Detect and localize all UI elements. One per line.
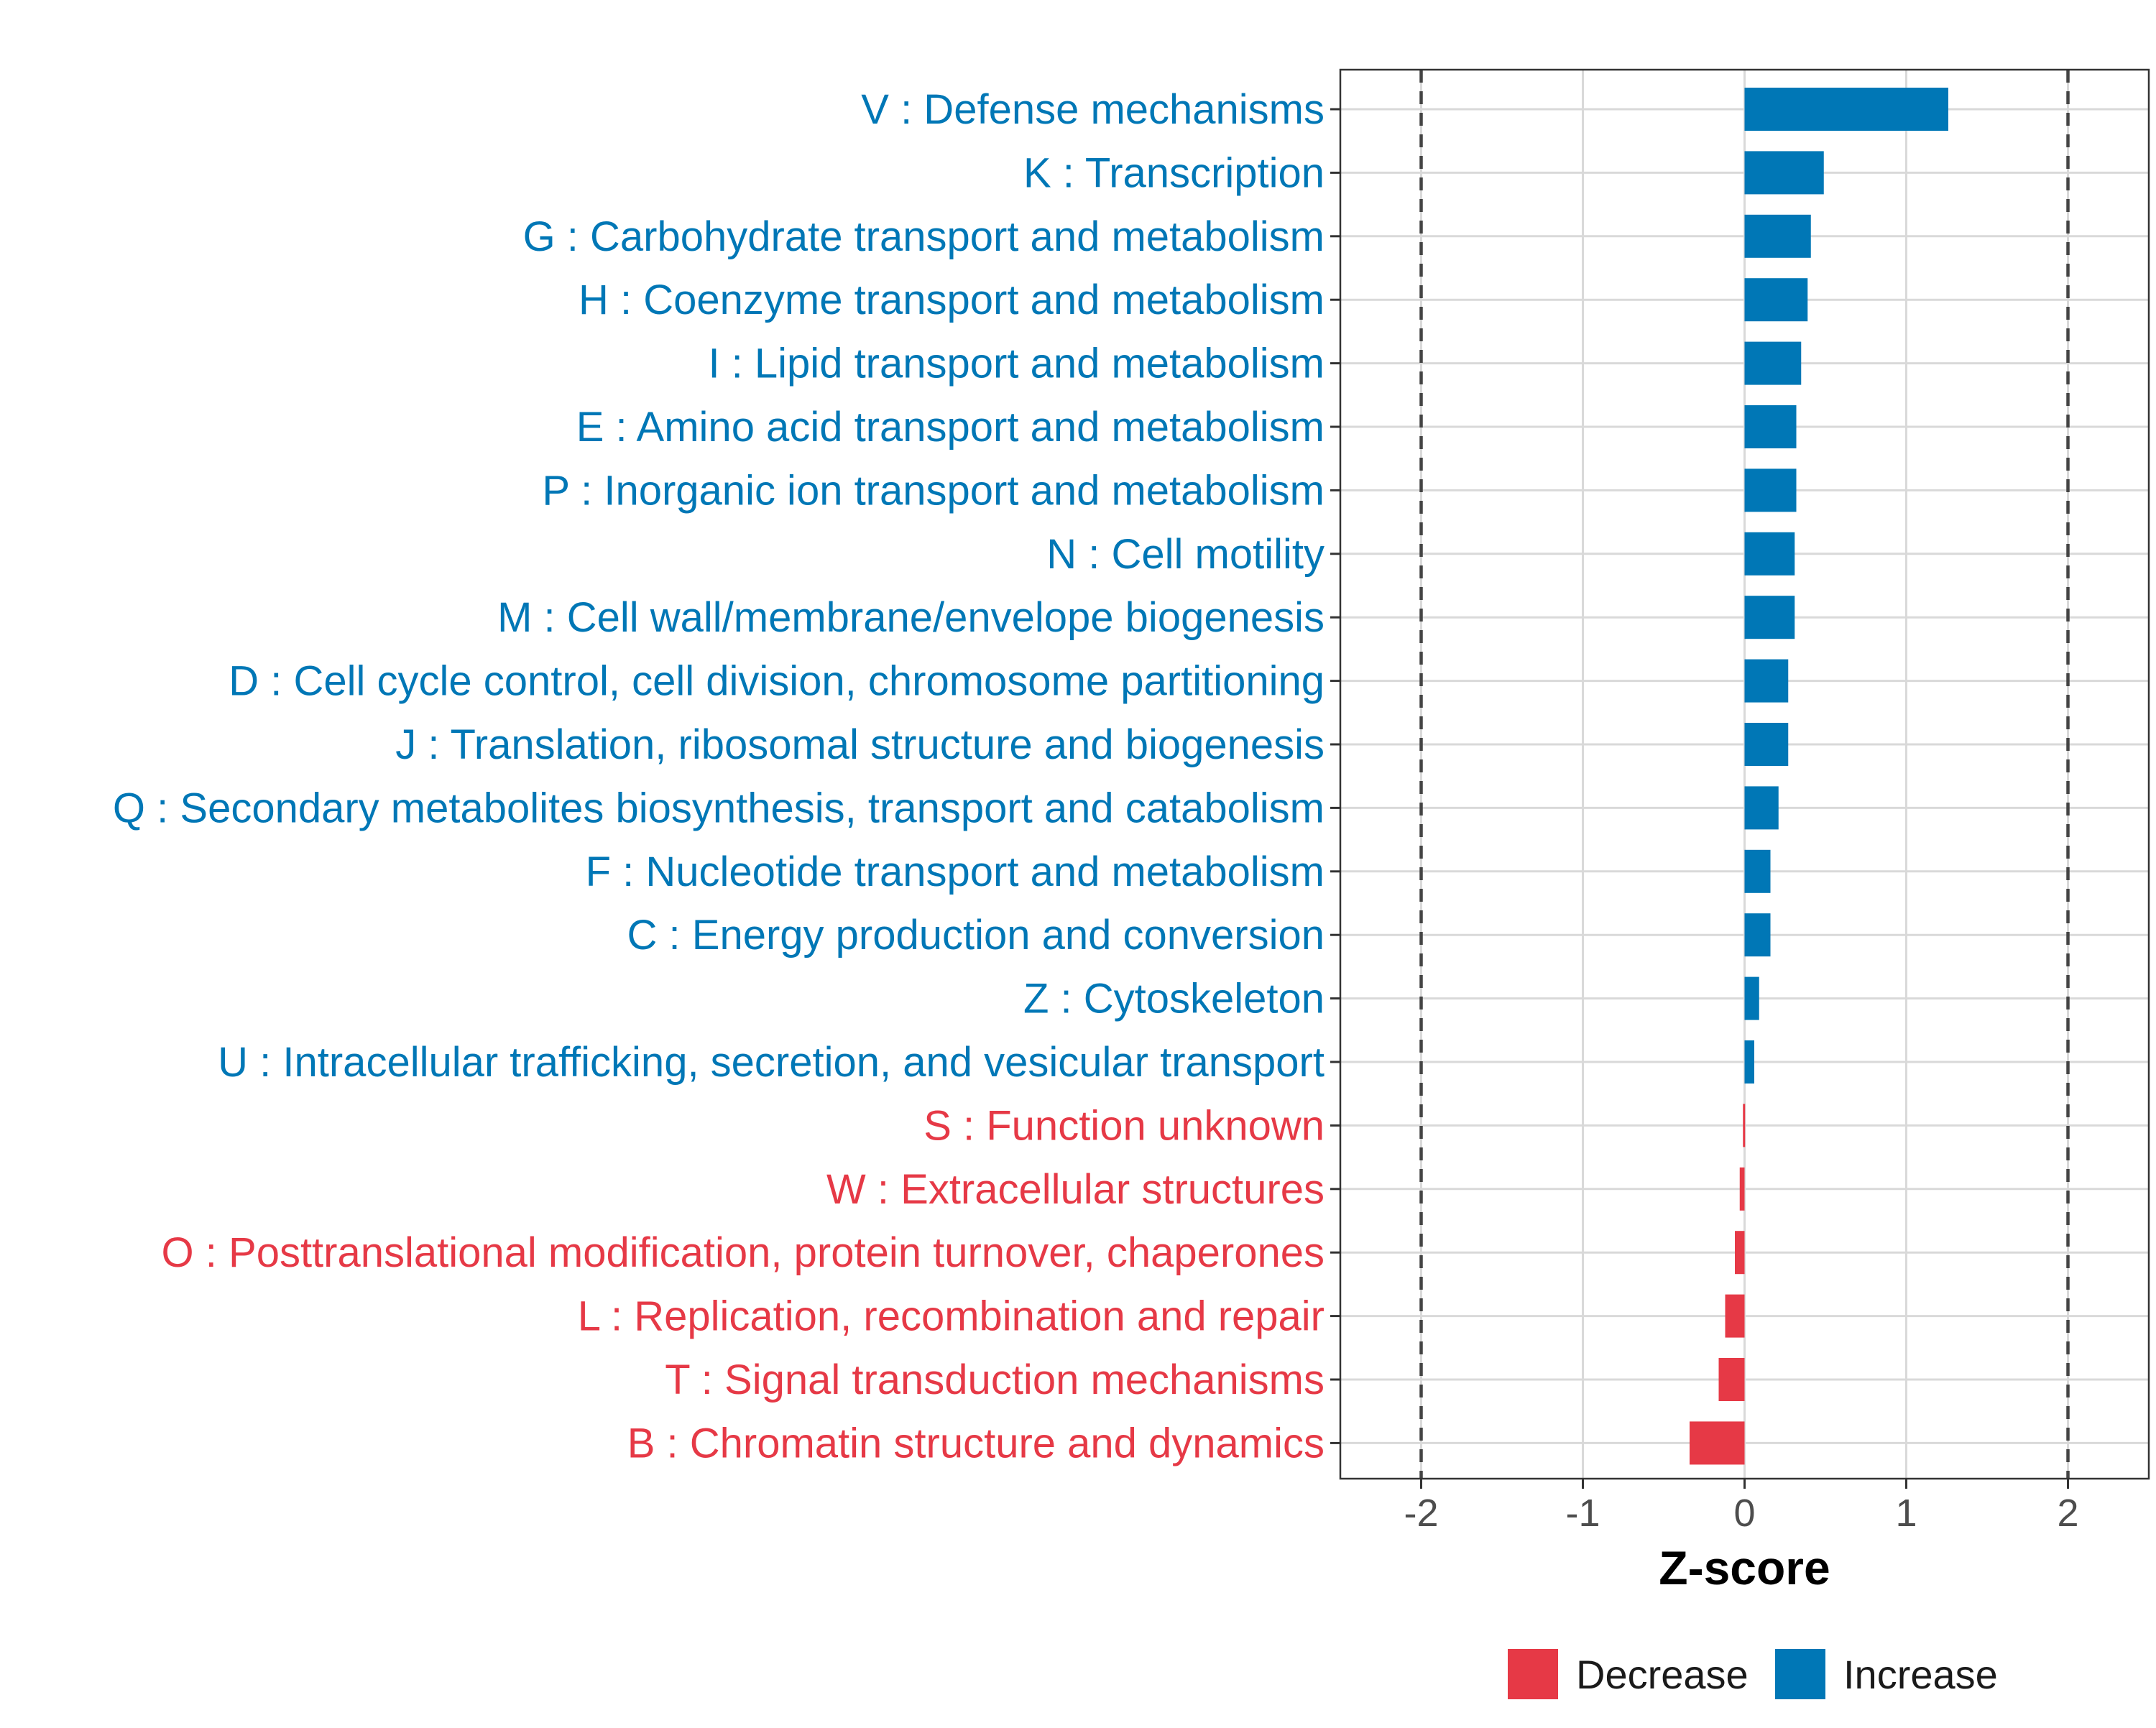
x-axis-title: Z-score [1659, 1541, 1830, 1594]
legend-label-increase: Increase [1843, 1652, 1998, 1697]
x-tick-label: -1 [1565, 1492, 1600, 1535]
bar [1739, 1167, 1745, 1211]
category-label: H : Coenzyme transport and metabolism [579, 277, 1325, 323]
bar [1744, 596, 1795, 639]
category-label: J : Translation, ribosomal structure and… [395, 721, 1325, 768]
x-axis-ticks: -2 -1 0 1 2 [1404, 1479, 2079, 1535]
x-tick-label: 2 [2057, 1492, 2078, 1535]
bar [1744, 976, 1759, 1020]
bar [1744, 278, 1808, 322]
category-label: F : Nucleotide transport and metabolism [586, 849, 1325, 895]
bar [1744, 786, 1779, 830]
category-label: D : Cell cycle control, cell division, c… [229, 658, 1325, 705]
bar [1725, 1294, 1745, 1338]
bar [1744, 1040, 1754, 1084]
legend-label-decrease: Decrease [1576, 1652, 1749, 1697]
bar [1744, 532, 1795, 576]
legend-key-increase [1775, 1649, 1825, 1699]
category-label: Z : Cytoskeleton [1023, 976, 1325, 1022]
bar [1744, 88, 1948, 131]
category-label: M : Cell wall/membrane/envelope biogenes… [497, 594, 1325, 641]
bar [1744, 468, 1797, 512]
bar [1744, 151, 1824, 195]
category-label: U : Intracellular trafficking, secretion… [218, 1039, 1325, 1086]
x-tick-label: 0 [1733, 1492, 1755, 1535]
category-label: L : Replication, recombination and repai… [578, 1293, 1325, 1340]
y-axis-ticks: V : Defense mechanisms K : Transcription G… [113, 86, 1340, 1466]
category-label: K : Transcription [1023, 149, 1325, 196]
category-label: B : Chromatin structure and dynamics [627, 1420, 1325, 1466]
bar [1744, 341, 1802, 385]
bar [1744, 723, 1789, 766]
legend: Decrease Increase [1508, 1649, 1998, 1699]
reference-lines [1419, 70, 2070, 1479]
bar [1744, 214, 1811, 258]
legend-key-decrease [1508, 1649, 1558, 1699]
bar [1744, 659, 1789, 703]
category-label: P : Inorganic ion transport and metaboli… [542, 467, 1325, 514]
category-label: O : Posttranslational modification, prot… [162, 1229, 1325, 1276]
category-label: I : Lipid transport and metabolism [708, 341, 1325, 387]
category-label: G : Carbohydrate transport and metabolis… [523, 213, 1325, 260]
bar [1744, 913, 1771, 957]
bars [1690, 88, 1948, 1465]
bar [1744, 405, 1797, 448]
bar [1735, 1231, 1745, 1275]
category-label: Q : Secondary metabolites biosynthesis, … [113, 785, 1325, 831]
category-label: E : Amino acid transport and metabolism [576, 404, 1325, 451]
category-label: T : Signal transduction mechanisms [665, 1357, 1325, 1403]
bar [1690, 1421, 1745, 1465]
category-label: V : Defense mechanisms [861, 86, 1325, 133]
category-label: S : Function unknown [923, 1102, 1325, 1149]
bar [1743, 1104, 1746, 1147]
category-label: N : Cell motility [1046, 531, 1325, 578]
x-tick-label: 1 [1895, 1492, 1917, 1535]
category-label: W : Extracellular structures [826, 1166, 1325, 1213]
bar [1744, 849, 1771, 893]
category-label: C : Energy production and conversion [627, 912, 1325, 958]
x-tick-label: -2 [1404, 1492, 1438, 1535]
bar [1718, 1358, 1745, 1401]
